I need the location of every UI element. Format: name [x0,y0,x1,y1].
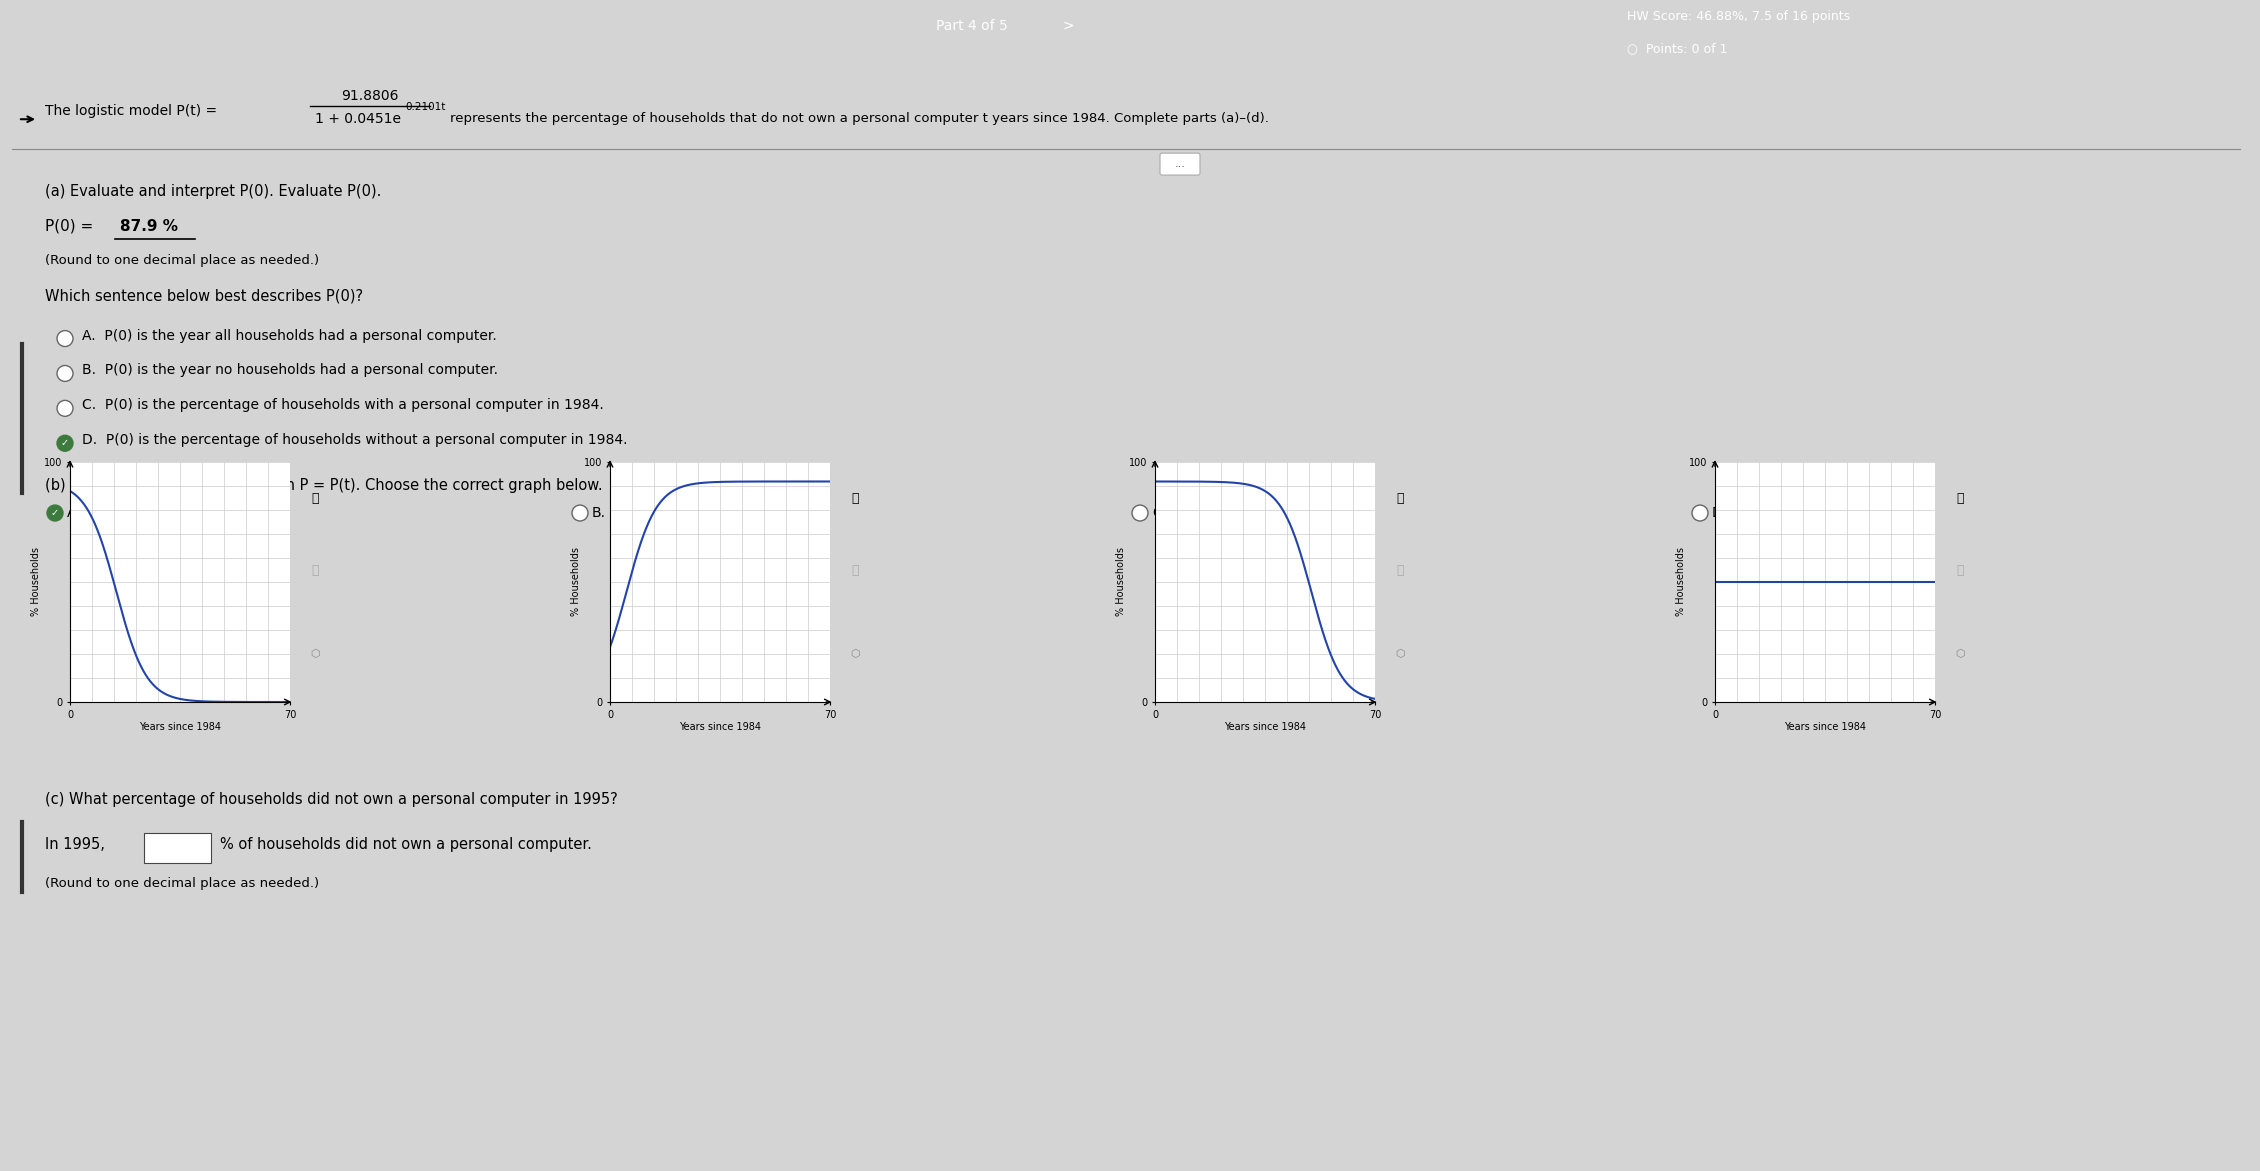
Text: ○  Points: 0 of 1: ○ Points: 0 of 1 [1627,42,1727,55]
Text: 🔍: 🔍 [852,492,859,505]
Circle shape [1132,505,1148,521]
Text: Which sentence below best describes P(0)?: Which sentence below best describes P(0)… [45,289,364,303]
Text: 🔍: 🔍 [312,492,319,505]
Y-axis label: % Households: % Households [32,548,41,616]
Y-axis label: % Households: % Households [572,548,581,616]
Text: ⬡: ⬡ [1955,649,1964,659]
X-axis label: Years since 1984: Years since 1984 [140,723,221,732]
Text: ✓: ✓ [61,438,70,448]
Circle shape [47,505,63,521]
Text: 🔍: 🔍 [1957,563,1964,576]
Circle shape [56,400,72,417]
Text: (Round to one decimal place as needed.): (Round to one decimal place as needed.) [45,877,319,890]
Y-axis label: % Households: % Households [1116,548,1125,616]
Circle shape [56,365,72,382]
Circle shape [572,505,588,521]
Text: A.: A. [68,506,81,520]
Text: B.: B. [592,506,606,520]
Circle shape [1693,505,1709,521]
Text: ⬡: ⬡ [850,649,859,659]
X-axis label: Years since 1984: Years since 1984 [1225,723,1306,732]
Text: 1 + 0.0451e: 1 + 0.0451e [314,112,400,126]
Text: HW Score: 46.88%, 7.5 of 16 points: HW Score: 46.88%, 7.5 of 16 points [1627,9,1851,22]
Text: % of households did not own a personal computer.: % of households did not own a personal c… [219,837,592,852]
FancyBboxPatch shape [1159,153,1200,174]
Text: (Round to one decimal place as needed.): (Round to one decimal place as needed.) [45,254,319,267]
Text: In 1995,: In 1995, [45,837,104,852]
Text: (c) What percentage of households did not own a personal computer in 1995?: (c) What percentage of households did no… [45,792,617,807]
Text: ...: ... [1175,159,1186,169]
Text: 🔍: 🔍 [852,563,859,576]
Text: The logistic model P(t) =: The logistic model P(t) = [45,104,217,118]
FancyBboxPatch shape [145,833,210,863]
X-axis label: Years since 1984: Years since 1984 [1783,723,1867,732]
Circle shape [56,330,72,347]
Text: 🔍: 🔍 [1397,563,1403,576]
Text: represents the percentage of households that do not own a personal computer t ye: represents the percentage of households … [450,112,1268,125]
Text: D.  P(0) is the percentage of households without a personal computer in 1984.: D. P(0) is the percentage of households … [81,433,628,447]
Text: ✓: ✓ [52,508,59,518]
Text: (a) Evaluate and interpret P(0). Evaluate P(0).: (a) Evaluate and interpret P(0). Evaluat… [45,184,382,199]
Text: C.: C. [1153,506,1166,520]
X-axis label: Years since 1984: Years since 1984 [678,723,762,732]
Text: 🔍: 🔍 [312,563,319,576]
Text: A.  P(0) is the year all households had a personal computer.: A. P(0) is the year all households had a… [81,329,497,343]
Text: ⬡: ⬡ [310,649,319,659]
Y-axis label: % Households: % Households [1677,548,1686,616]
Text: Part 4 of 5: Part 4 of 5 [936,19,1008,33]
Circle shape [56,436,72,451]
Text: D.: D. [1713,506,1727,520]
Text: 🔍: 🔍 [1397,492,1403,505]
Text: C.  P(0) is the percentage of households with a personal computer in 1984.: C. P(0) is the percentage of households … [81,398,603,412]
Text: B.  P(0) is the year no households had a personal computer.: B. P(0) is the year no households had a … [81,363,497,377]
Text: 87.9 %: 87.9 % [120,219,179,234]
Text: P(0) =: P(0) = [45,219,97,234]
Text: 91.8806: 91.8806 [341,89,398,103]
Text: ⬡: ⬡ [1394,649,1406,659]
Text: 0.2101t: 0.2101t [405,102,445,112]
Text: (b) Use a graphing utility to graph P = P(t). Choose the correct graph below.: (b) Use a graphing utility to graph P = … [45,478,603,493]
Text: 🔍: 🔍 [1957,492,1964,505]
Text: >: > [1062,19,1074,33]
